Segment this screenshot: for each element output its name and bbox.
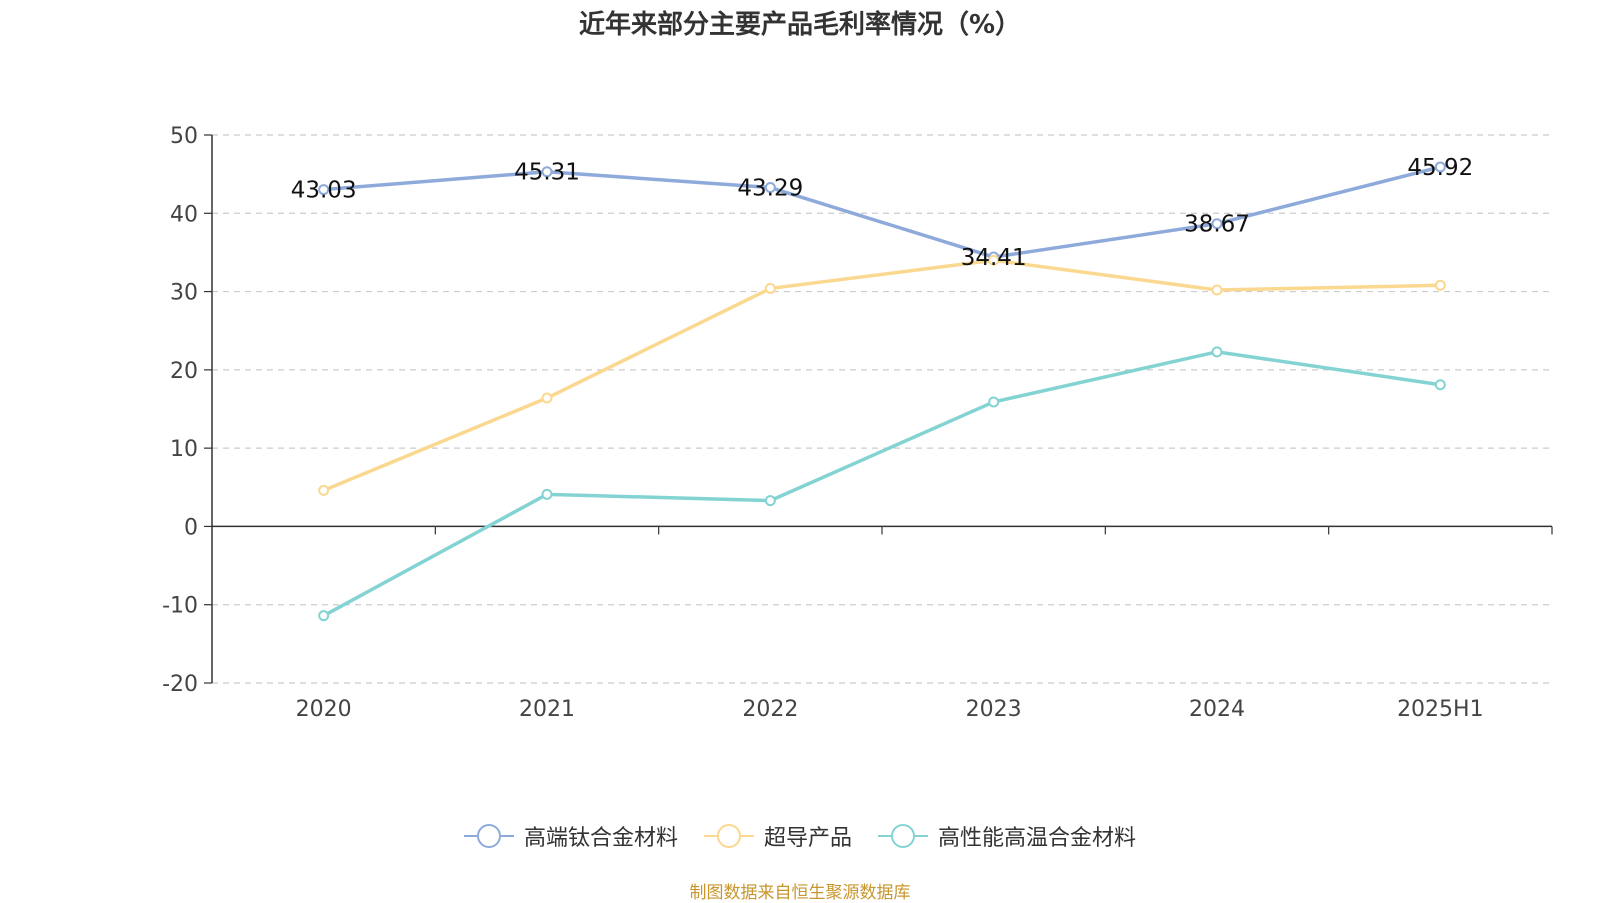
y-tick-label: -20: [162, 672, 198, 697]
data-label: 43.03: [291, 178, 357, 204]
series-line-2: [322, 258, 1441, 493]
data-point: [318, 184, 330, 196]
data-point: [764, 182, 776, 194]
data-point: [1434, 161, 1446, 173]
data-point: [764, 282, 776, 294]
y-tick-label: 30: [170, 281, 198, 306]
data-point: [1434, 379, 1446, 391]
data-point: [541, 166, 553, 178]
chart-title: 近年来部分主要产品毛利率情况（%）: [578, 10, 1022, 40]
legend-label: 高端钛合金材料: [523, 826, 678, 851]
data-label: 38.67: [1184, 212, 1250, 238]
legend-item[interactable]: 高性能高温合金材料: [878, 820, 1136, 852]
y-tick-label: 10: [170, 437, 198, 462]
x-tick-label: 2022: [742, 697, 798, 722]
data-label: 45.92: [1407, 155, 1473, 181]
source-note: 制图数据来自恒生聚源数据库: [689, 883, 911, 903]
x-tick-label: 2021: [519, 697, 575, 722]
data-point: [318, 484, 330, 496]
x-tick-label: 2020: [296, 697, 352, 722]
data-point: [1211, 346, 1223, 358]
legend-swatch-icon: [703, 823, 754, 849]
data-point: [988, 254, 1000, 266]
data-point: [764, 495, 776, 507]
series-line-3: [322, 350, 1441, 618]
legend-item[interactable]: 超导产品: [703, 820, 852, 852]
data-point: [318, 610, 330, 622]
data-point: [541, 392, 553, 404]
legend: 高端钛合金材料 超导产品 高性能高温合金材料: [0, 820, 1600, 852]
x-tick-label: 2025H1: [1397, 697, 1484, 722]
y-tick-label: 50: [170, 124, 198, 149]
legend-item[interactable]: 高端钛合金材料: [463, 820, 678, 852]
x-tick-label: 2023: [966, 697, 1022, 722]
data-point: [1211, 284, 1223, 296]
y-tick-label: 20: [170, 359, 198, 384]
legend-swatch-icon: [878, 823, 928, 849]
data-point: [541, 488, 553, 500]
y-tick-label: -10: [162, 594, 198, 619]
data-label: 34.41: [961, 245, 1027, 271]
y-tick-label: 40: [170, 202, 198, 227]
data-label: 43.29: [737, 176, 803, 202]
legend-swatch-icon: [463, 823, 514, 849]
data-point: [1211, 218, 1223, 230]
legend-label: 高性能高温合金材料: [938, 826, 1137, 851]
legend-label: 超导产品: [763, 826, 852, 851]
data-point: [988, 396, 1000, 408]
x-tick-label: 2024: [1189, 697, 1245, 722]
data-label: 45.31: [514, 160, 580, 186]
series-line-1: [323, 165, 1441, 259]
data-point: [1434, 279, 1446, 291]
y-tick-label: 0: [184, 515, 198, 540]
